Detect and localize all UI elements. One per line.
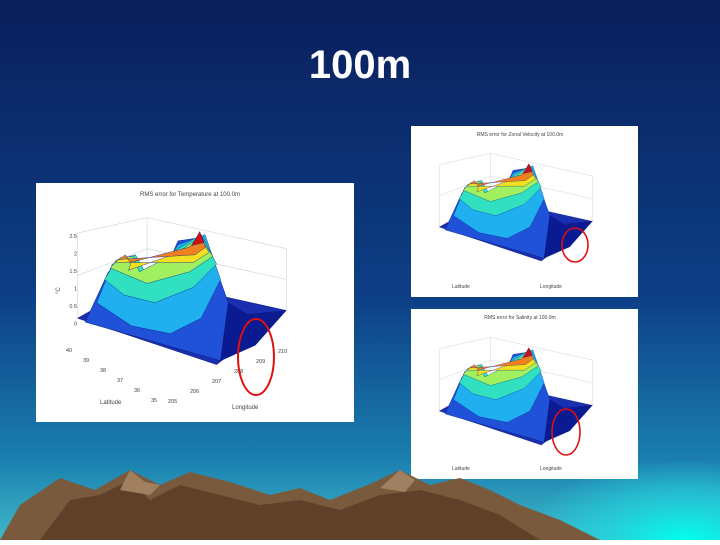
figure-title: RMS error for Salinity at 100.0m — [484, 315, 555, 321]
x-label: Longitude — [540, 466, 562, 472]
figure-temperature: RMS error for Temperature at 100.0m °C 2… — [36, 183, 354, 422]
lat-tick-label: 37 — [117, 378, 123, 384]
highlight-circle — [551, 408, 581, 456]
z-label: °C — [56, 287, 62, 294]
lon-tick-label: 207 — [212, 379, 221, 385]
z-tick-label: 1.5 — [69, 269, 77, 275]
z-tick-label: 0.5 — [69, 304, 77, 310]
z-tick-label: 1 — [74, 287, 77, 293]
z-tick-label: 0 — [74, 322, 77, 328]
figure-salinity: RMS error for Salinity at 100.0m Latitud… — [411, 309, 638, 479]
lat-tick-label: 40 — [66, 348, 72, 354]
lat-tick-label: 36 — [134, 388, 140, 394]
z-tick-label: 2.5 — [69, 234, 77, 240]
figure-title: RMS error for Zonal Velocity at 100.0m — [477, 132, 563, 138]
highlight-circle — [237, 318, 275, 396]
lon-tick-label: 209 — [256, 359, 265, 365]
z-tick-label: 2 — [74, 252, 77, 258]
figure-zonal-velocity: RMS error for Zonal Velocity at 100.0m L… — [411, 126, 638, 297]
x-label: Longitude — [232, 405, 259, 411]
y-label: Latitude — [100, 400, 122, 406]
lon-tick-label: 205 — [168, 399, 177, 405]
x-label: Longitude — [540, 284, 562, 290]
y-label: Latitude — [452, 284, 470, 290]
y-label: Latitude — [452, 466, 470, 472]
lat-tick-label: 39 — [83, 358, 89, 364]
lon-tick-label: 206 — [190, 389, 199, 395]
lon-tick-label: 210 — [278, 349, 287, 355]
mountains — [0, 470, 600, 540]
slide-title: 100m — [309, 43, 411, 87]
lat-tick-label: 35 — [151, 398, 157, 404]
figure-title: RMS error for Temperature at 100.0m — [140, 192, 240, 198]
highlight-circle — [561, 227, 589, 263]
lat-tick-label: 38 — [100, 368, 106, 374]
